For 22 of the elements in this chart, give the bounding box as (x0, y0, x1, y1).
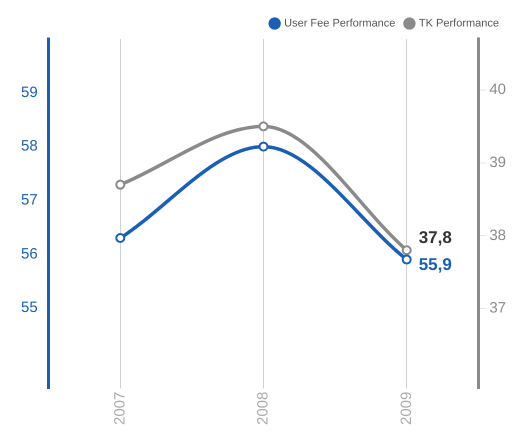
x-tick-label: 2007 (111, 392, 128, 426)
x-tick-label: 2008 (254, 392, 272, 426)
y2-tick-label: 39 (489, 154, 506, 171)
y2-tick-label: 37 (489, 300, 506, 317)
x-tick-label: 2009 (398, 392, 415, 426)
point (402, 245, 412, 256)
y-tick-label: 55 (20, 299, 38, 316)
data-label: 55,9 (418, 255, 452, 274)
y2-tick-label: 40 (489, 81, 506, 98)
point (115, 233, 126, 244)
y-tick-label: 57 (20, 192, 38, 209)
y-tick-label: 56 (20, 245, 38, 262)
point (258, 142, 268, 152)
point (258, 121, 268, 132)
point (402, 254, 412, 265)
data-label: 37,8 (418, 228, 452, 247)
legend-label: User Fee Performance (284, 18, 396, 30)
y2-tick-label: 38 (489, 226, 506, 244)
legend-label: TK Performance (418, 18, 500, 30)
point (115, 180, 126, 190)
y-tick-label: 58 (20, 138, 38, 155)
y-tick-label: 59 (20, 84, 38, 101)
